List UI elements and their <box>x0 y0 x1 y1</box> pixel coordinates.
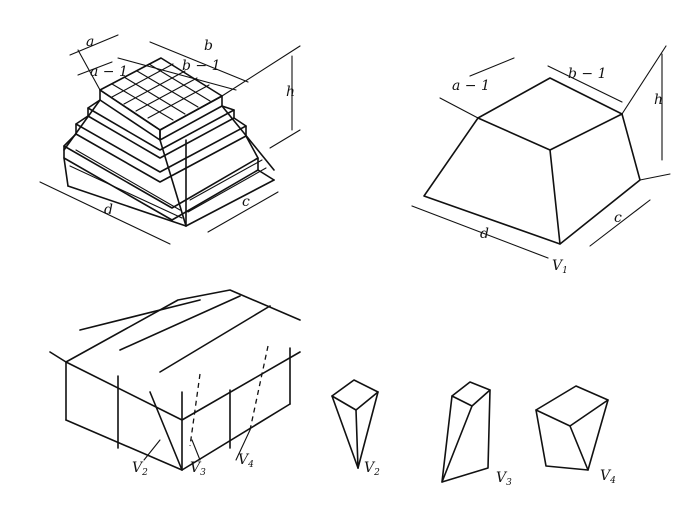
frustum-dimensions <box>411 45 671 259</box>
pyramid-steps <box>63 99 275 227</box>
trench-figure: V2 V3 V4 <box>49 289 301 478</box>
label-trench-v3: V3 <box>190 460 206 478</box>
label-h: h <box>286 84 295 100</box>
label-v1: V1 <box>552 258 568 276</box>
label-a: a <box>86 34 94 50</box>
stepped-pyramid-figure: a b a − 1 b − 1 h c d <box>39 34 301 245</box>
label-frustum-b-minus-1: b − 1 <box>568 66 607 82</box>
label-v4: V4 <box>600 468 616 486</box>
label-b-minus-1: b − 1 <box>182 58 221 74</box>
label-trench-v2: V2 <box>132 460 148 478</box>
label-frustum-d: d <box>480 226 489 242</box>
label-frustum-h: h <box>654 92 663 108</box>
label-d: d <box>104 202 113 218</box>
label-frustum-c: c <box>614 210 622 226</box>
v2-pyramid-figure: V2 <box>331 379 380 478</box>
label-c: c <box>242 194 250 210</box>
label-frustum-a-minus-1: a − 1 <box>452 78 490 94</box>
label-b: b <box>204 38 213 54</box>
v3-wedge-figure: V3 <box>441 381 512 488</box>
label-trench-v4: V4 <box>238 452 254 470</box>
v4-block-figure: V4 <box>535 385 616 486</box>
label-v3: V3 <box>496 470 512 488</box>
label-v2: V2 <box>364 460 380 478</box>
frustum-figure: a − 1 b − 1 h c d V1 <box>411 45 671 276</box>
label-a-minus-1: a − 1 <box>90 64 128 80</box>
pyramid-dimensions <box>39 34 301 245</box>
